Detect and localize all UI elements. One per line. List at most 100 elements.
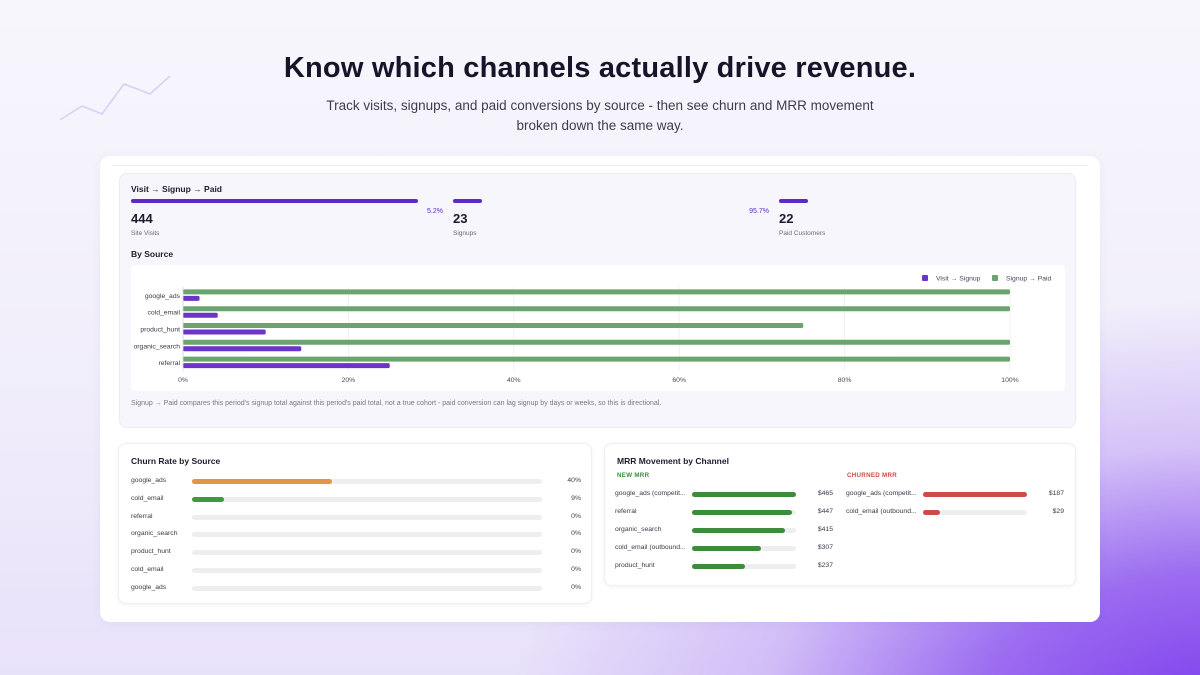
chart-legend-swatch bbox=[992, 275, 998, 281]
new-mrr-row-track bbox=[692, 510, 796, 516]
chart-bar-visit-to-signup bbox=[183, 295, 200, 301]
chart-bar-visit-to-signup bbox=[183, 329, 266, 335]
chart-bar-signup-to-paid bbox=[183, 323, 804, 328]
churned-mrr-row-value: $29 bbox=[1052, 508, 1064, 516]
churned-mrr-row-fill bbox=[923, 492, 1027, 497]
churn-row-label: google_ads bbox=[131, 583, 167, 591]
new-mrr-row-label: referral bbox=[615, 508, 637, 516]
funnel-bar-paid bbox=[779, 199, 808, 203]
chart-x-tick-label: 40% bbox=[507, 377, 521, 384]
funnel-conversion-paid: 95.7% bbox=[749, 208, 769, 215]
churn-row-value: 0% bbox=[571, 512, 581, 520]
churned-mrr-row-label: cold_email (outbound... bbox=[846, 508, 917, 516]
churn-row-label: product_hunt bbox=[131, 548, 171, 556]
funnel-bar-visits bbox=[131, 199, 418, 203]
new-mrr-row-label: organic_search bbox=[615, 526, 662, 534]
churn-row-label: referral bbox=[131, 512, 153, 520]
new-mrr-row-fill bbox=[692, 564, 746, 570]
funnel-value-signups: 23 bbox=[453, 211, 468, 226]
chart-x-tick-label: 20% bbox=[342, 377, 356, 384]
churn-title: Churn Rate by Source bbox=[131, 456, 221, 466]
chart-legend-label: Signup → Paid bbox=[1006, 276, 1052, 283]
funnel-title: Visit → Signup → Paid bbox=[131, 184, 222, 194]
funnel-value-paid: 22 bbox=[779, 211, 794, 226]
hero-subtitle-line-2: broken down the same way. bbox=[516, 118, 684, 133]
chart-bar-signup-to-paid bbox=[183, 306, 1010, 312]
churn-row-value: 0% bbox=[571, 548, 581, 556]
new-mrr-row-label: product_hunt bbox=[615, 562, 655, 570]
chart-category-label: organic_search bbox=[134, 343, 181, 350]
chart-category-label: product_hunt bbox=[140, 327, 180, 334]
mrr-movement-card: MRR Movement by Channel NEW MRR CHURNED … bbox=[604, 443, 1076, 586]
by-source-chart-svg: 0% 20% 40% 60% 80% 100% google_ads cold_emailpr… bbox=[134, 275, 1052, 384]
new-mrr-row-value: $465 bbox=[817, 490, 833, 497]
churn-row-track bbox=[192, 514, 542, 520]
new-mrr-row-label: google_ads (competit... bbox=[615, 490, 686, 497]
churn-row-label: cold_email bbox=[131, 494, 164, 502]
new-mrr-row-track bbox=[692, 564, 796, 570]
churn-row-track bbox=[192, 479, 542, 484]
new-mrr-row-value: $447 bbox=[817, 508, 833, 516]
funnel-bar-signups bbox=[453, 199, 482, 203]
chart-bar-visit-to-signup bbox=[183, 312, 218, 318]
churn-row-label: cold_email bbox=[131, 566, 164, 573]
frame-divider bbox=[112, 165, 1088, 166]
chart-bar-signup-to-paid bbox=[183, 339, 1010, 345]
funnel-label-paid: Paid Customers bbox=[779, 230, 826, 237]
chart-x-tick-label: 80% bbox=[838, 377, 852, 384]
churned-mrr-row-label: google_ads (competit... bbox=[846, 490, 917, 497]
by-source-note: Signup → Paid compares this period's sig… bbox=[131, 400, 662, 407]
churned-mrr-row-track bbox=[923, 492, 1027, 497]
churned-mrr-header: CHURNED MRR bbox=[847, 472, 898, 479]
chart-bar-visit-to-signup bbox=[183, 346, 302, 352]
churn-row-value: 0% bbox=[571, 566, 581, 573]
funnel-card: Visit → Signup → Paid 444 Site Visits 5.… bbox=[119, 173, 1076, 428]
chart-x-tick-label: 0% bbox=[178, 377, 188, 384]
new-mrr-row-value: $237 bbox=[817, 562, 833, 570]
chart-x-tick-label: 100% bbox=[1001, 377, 1018, 384]
hero-subtitle: Track visits, signups, and paid conversi… bbox=[320, 96, 880, 136]
new-mrr-row-fill bbox=[692, 546, 761, 552]
chart-bar-signup-to-paid bbox=[183, 356, 1010, 362]
new-mrr-row-value: $415 bbox=[817, 526, 833, 534]
churn-row-value: 0% bbox=[571, 530, 581, 538]
new-mrr-header: NEW MRR bbox=[617, 472, 650, 479]
by-source-title: By Source bbox=[131, 249, 174, 259]
new-mrr-row-track bbox=[692, 528, 796, 534]
new-mrr-row-label: cold_email (outbound... bbox=[615, 544, 686, 552]
churn-rate-card: Churn Rate by Source google_ads 40% cold_e… bbox=[118, 443, 592, 604]
funnel-label-visits: Site Visits bbox=[131, 230, 160, 237]
churned-mrr-row-fill bbox=[923, 510, 940, 516]
new-mrr-row-track bbox=[692, 492, 796, 497]
new-mrr-row-track bbox=[692, 546, 796, 552]
churn-row-value: 40% bbox=[567, 477, 581, 484]
churn-row-value: 9% bbox=[571, 494, 581, 502]
chart-legend-label: Visit → Signup bbox=[936, 276, 981, 283]
chart-category-label: google_ads bbox=[145, 293, 181, 300]
new-mrr-row-fill bbox=[692, 528, 785, 534]
churn-row-fill bbox=[192, 479, 332, 484]
new-mrr-row-fill bbox=[692, 510, 792, 516]
funnel-label-signups: Signups bbox=[453, 230, 477, 237]
churn-row-track bbox=[192, 568, 542, 573]
churn-row-track bbox=[192, 496, 542, 502]
new-mrr-row-fill bbox=[692, 492, 796, 497]
hero-title: Know which channels actually drive reven… bbox=[283, 52, 917, 84]
decorative-sparkline-icon bbox=[59, 75, 171, 121]
chart-category-label: referral bbox=[158, 360, 180, 367]
churned-mrr-row-track bbox=[923, 510, 1027, 516]
chart-category-label: cold_email bbox=[148, 310, 181, 317]
churn-row-track bbox=[192, 550, 542, 556]
chart-bar-signup-to-paid bbox=[183, 289, 1010, 295]
churned-mrr-row-value: $187 bbox=[1048, 490, 1064, 497]
dashboard-frame: Visit → Signup → Paid 444 Site Visits 5.… bbox=[100, 156, 1100, 622]
churn-row-value: 0% bbox=[571, 583, 581, 591]
funnel-value-visits: 444 bbox=[131, 211, 153, 226]
chart-bar-visit-to-signup bbox=[183, 363, 390, 369]
funnel-conversion-signups: 5.2% bbox=[427, 208, 443, 215]
churn-row-label: google_ads bbox=[131, 477, 167, 484]
chart-x-tick-label: 60% bbox=[672, 377, 686, 384]
mrr-title: MRR Movement by Channel bbox=[617, 456, 729, 466]
chart-legend-swatch bbox=[922, 275, 928, 281]
